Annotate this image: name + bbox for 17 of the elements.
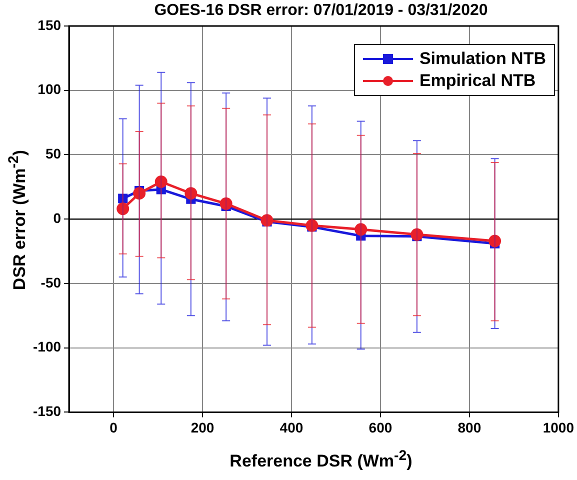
x-axis-title: Reference DSR (Wm$^{-2}$) [228, 448, 414, 472]
y-tick-label: 50 [45, 146, 62, 162]
x-tick-label: 600 [368, 419, 392, 436]
x-tick-label: 800 [458, 419, 482, 436]
x-tick-label: 1000 [542, 419, 574, 436]
y-tick-label: -50 [40, 274, 62, 290]
y-tick-label: 100 [38, 81, 62, 98]
chart-title: GOES-16 DSR error: 07/01/2019 - 03/31/2020 [153, 2, 489, 20]
legend-label: Simulation NTB [419, 49, 546, 69]
x-tick-label: 200 [190, 419, 214, 436]
y-tick-label: -100 [32, 338, 62, 355]
y-tick-label: -150 [32, 403, 62, 420]
y-tick-label: 0 [53, 210, 62, 226]
x-tick-label: 400 [280, 419, 304, 436]
x-tick-label: 0 [110, 419, 118, 436]
legend-label: Empirical NTB [419, 71, 536, 91]
y-tick-label: 150 [38, 16, 62, 33]
